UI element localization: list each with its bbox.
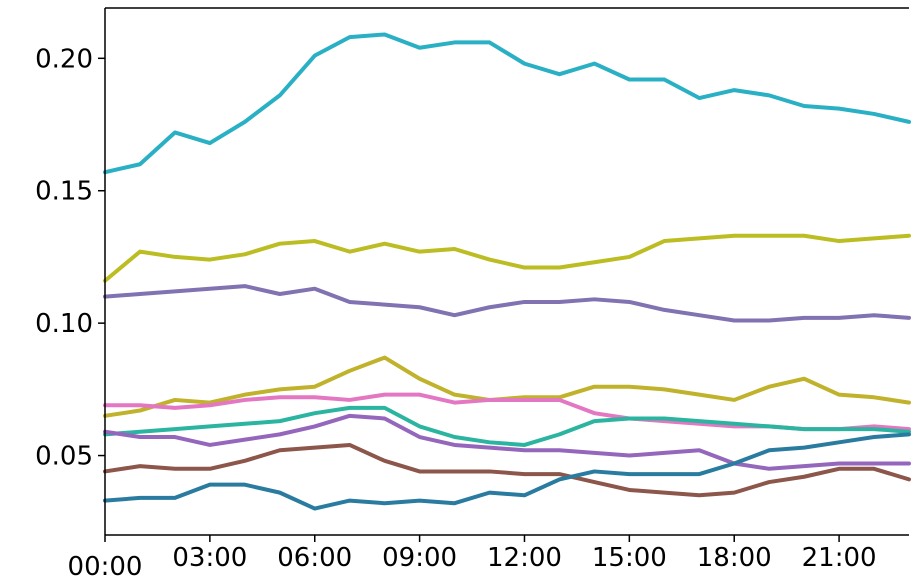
y-axis: 0.05 0.10 0.15 0.20: [35, 44, 105, 472]
series-line-6: [103, 405, 911, 447]
series-line-7: [103, 413, 911, 471]
x-tick-label: 18:00: [697, 543, 772, 573]
y-tick-label: 0.20: [35, 44, 93, 74]
y-tick-label: 0.10: [35, 309, 93, 339]
x-tick-label: 12:00: [487, 543, 562, 573]
series-line-2: [103, 233, 911, 283]
plot-area: [105, 8, 909, 535]
x-tick-label: 15:00: [592, 543, 667, 573]
x-tick-label: 21:00: [802, 543, 877, 573]
series-line-8: [103, 442, 911, 498]
series-line-3: [103, 284, 911, 323]
axes-layer: [104, 7, 909, 536]
series-line-1: [103, 32, 911, 175]
x-tick-label: 03:00: [172, 543, 247, 573]
x-tick-label: 00:00: [68, 552, 143, 581]
x-axis: 00:00 03:00 06:00 09:00 12:00 15:00 18:00 21:00: [68, 535, 877, 581]
y-tick-label: 0.15: [35, 177, 93, 207]
x-tick-label: 09:00: [382, 543, 457, 573]
y-tick-label: 0.05: [35, 442, 93, 472]
x-tick-label: 06:00: [277, 543, 352, 573]
series-line-9: [103, 432, 911, 511]
series-layer: [103, 32, 911, 511]
